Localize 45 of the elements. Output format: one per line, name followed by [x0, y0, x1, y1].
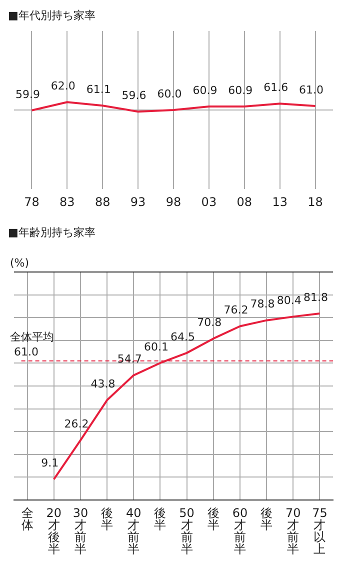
x-tick-label: 78	[24, 195, 40, 210]
data-label: 76.2	[224, 304, 248, 317]
data-label: 62.0	[50, 79, 76, 92]
x-tick-label: 20才後半	[46, 506, 62, 556]
x-tick-label: 18	[308, 195, 323, 210]
data-label: 61.0	[299, 83, 324, 96]
y-axis-title: (%)	[10, 256, 30, 270]
data-label: 70.8	[197, 316, 222, 329]
data-label: 43.8	[90, 377, 116, 390]
data-label: 59.9	[15, 88, 40, 101]
ref-line-label: 全体平均 61.0	[10, 330, 54, 358]
chart-title: ■年代別持ち家率	[8, 8, 96, 23]
x-tick-label: 後半	[260, 506, 273, 532]
x-tick-label: 後半	[154, 506, 166, 532]
data-label: 59.6	[122, 88, 146, 102]
x-tick-label: 98	[166, 195, 182, 210]
x-tick-label: 83	[60, 195, 75, 210]
x-tick-label: 50才前半	[179, 506, 194, 556]
x-tick-label: 全体	[21, 506, 34, 532]
data-label: 61.1	[86, 83, 111, 96]
x-tick-label: 88	[94, 195, 110, 210]
chart-title: ■年齢別持ち家率	[8, 225, 96, 240]
x-tick-label: 後半	[101, 506, 114, 532]
data-label: 26.2	[64, 418, 89, 431]
x-tick-label: 93	[130, 195, 146, 210]
x-tick-label: 40才前半	[126, 506, 142, 556]
data-label: 64.5	[170, 330, 196, 344]
x-tick-label: 13	[272, 195, 288, 210]
x-tick-label: 03	[201, 195, 217, 210]
x-tick-label: 70才前半	[285, 506, 301, 556]
x-tick-label: 60才前半	[232, 506, 248, 556]
data-label: 54.7	[117, 352, 142, 366]
data-label: 9.1	[41, 456, 59, 470]
data-label: 81.8	[303, 290, 328, 304]
data-label: 60.9	[192, 84, 218, 97]
data-label: 78.8	[250, 298, 275, 311]
data-label: 80.4	[276, 294, 302, 308]
data-label: 61.6	[264, 81, 288, 94]
x-tick-label: 30才前半	[72, 506, 88, 556]
x-tick-label: 後半	[207, 506, 220, 532]
x-tick-label: 08	[236, 195, 252, 210]
data-label: 60.0	[157, 87, 182, 100]
x-tick-label: 75才以上	[312, 506, 328, 556]
data-label: 60.1	[144, 340, 168, 354]
data-label: 60.9	[228, 84, 253, 97]
